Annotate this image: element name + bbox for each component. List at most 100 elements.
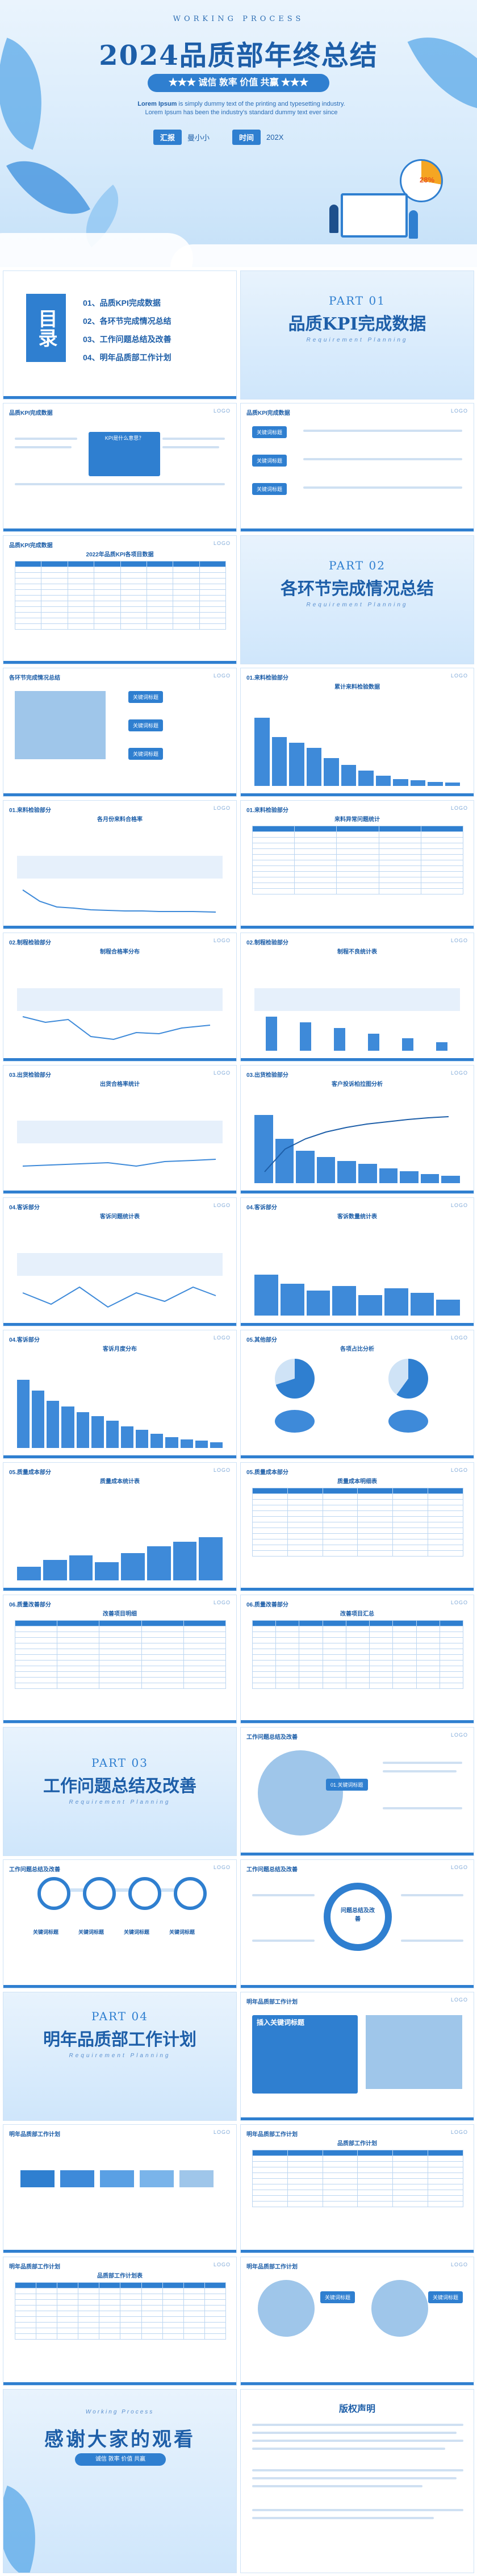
bar-chart bbox=[17, 1380, 223, 1448]
bar bbox=[69, 1555, 93, 1580]
table-band bbox=[17, 1121, 223, 1143]
bar bbox=[136, 1430, 149, 1448]
bar bbox=[306, 747, 321, 786]
logo: LOGO bbox=[450, 1070, 468, 1076]
person-icon bbox=[329, 205, 338, 233]
toc-item[interactable]: 01、品质KPI完成数据 bbox=[83, 298, 161, 307]
slide-stages: 各环节完成情况总结 LOGO 关键词标题 关键词标题 关键词标题 bbox=[3, 668, 237, 797]
slide-plan-schedule: 明年品质部工作计划 LOGO 品质部工作计划表 bbox=[3, 2257, 237, 2386]
bar bbox=[358, 771, 374, 786]
logo: LOGO bbox=[213, 408, 231, 414]
toc-item[interactable]: 03、工作问题总结及改善 bbox=[83, 335, 171, 344]
bar bbox=[254, 718, 270, 786]
logo: LOGO bbox=[213, 2129, 231, 2135]
slide-heading: 01.来料检验部分 bbox=[9, 808, 51, 814]
slide-heading: 06.质量改善部分 bbox=[9, 1602, 51, 1608]
bar bbox=[95, 1562, 119, 1580]
bar bbox=[289, 743, 304, 786]
slide-process-defects: 02.制程检验部分 LOGO 制程不良统计表 bbox=[240, 933, 474, 1062]
table-title: 品质部工作计划表 bbox=[97, 2273, 143, 2279]
step-icon bbox=[83, 1877, 116, 1910]
summary-table bbox=[252, 1620, 464, 1689]
chart-title: 各项占比分析 bbox=[340, 1346, 374, 1352]
bar bbox=[410, 1293, 434, 1316]
pie-chart bbox=[388, 1359, 428, 1399]
logo: LOGO bbox=[450, 673, 468, 679]
toc-item[interactable]: 02、各环节完成情况总结 bbox=[83, 317, 171, 326]
slide-incoming-rate: 01.来料检验部分 LOGO 各月份来料合格率 bbox=[3, 800, 237, 929]
pareto-chart bbox=[254, 1115, 460, 1183]
bar bbox=[384, 1288, 408, 1316]
slide-complaints-count: 04.客诉部分 LOGO 客诉数量统计表 bbox=[240, 1197, 474, 1326]
part-label: PART 03 bbox=[91, 1756, 148, 1770]
slide-problem-cycle: 工作问题总结及改善 LOGO 问题总结及改善 bbox=[240, 1859, 474, 1988]
logo: LOGO bbox=[450, 805, 468, 811]
team-photo bbox=[15, 691, 106, 759]
slide-heading: 各环节完成情况总结 bbox=[9, 675, 60, 681]
plan-card: 插入关键词标题 bbox=[252, 2015, 358, 2094]
slide-shipping-rate: 03.出货检验部分 LOGO 出货合格率统计 bbox=[3, 1065, 237, 1194]
part-heading: PART 03 工作问题总结及改善 Requirement Planning bbox=[3, 1756, 236, 1805]
line-chart bbox=[17, 1121, 223, 1167]
step-label: 关键词标题 bbox=[78, 1929, 104, 1935]
part-title: 各环节完成情况总结 bbox=[281, 579, 434, 599]
logo: LOGO bbox=[213, 938, 231, 943]
logo: LOGO bbox=[213, 805, 231, 811]
slide-heading: 03.出货检验部分 bbox=[246, 1072, 288, 1079]
slide-heading: 明年品质部工作计划 bbox=[9, 2132, 60, 2138]
bar bbox=[436, 1042, 447, 1051]
part-label: PART 01 bbox=[329, 294, 386, 307]
table-title: 品质部工作计划 bbox=[337, 2141, 377, 2147]
keyword-button[interactable]: 关键词标题 bbox=[428, 2291, 463, 2303]
slide-heading: 明年品质部工作计划 bbox=[246, 2264, 298, 2270]
part-title: 工作问题总结及改善 bbox=[43, 1776, 196, 1796]
series-line bbox=[22, 1286, 216, 1308]
logo: LOGO bbox=[450, 2129, 468, 2135]
bar bbox=[306, 1291, 330, 1316]
bar bbox=[316, 1157, 336, 1183]
pie-chart bbox=[275, 1359, 315, 1399]
slide-complaints-monthly: 04.客诉部分 LOGO 客诉月度分布 bbox=[3, 1330, 237, 1459]
slide-cost-chart: 05.质量成本部分 LOGO 质量成本统计表 bbox=[3, 1462, 237, 1591]
slide-heading: 01.来料检验部分 bbox=[246, 675, 288, 681]
slide-heading: 工作问题总结及改善 bbox=[246, 1734, 298, 1741]
combo-chart bbox=[254, 988, 460, 1051]
keyword-button[interactable]: 关键词标题 bbox=[252, 483, 287, 495]
bar bbox=[441, 1175, 460, 1183]
slide-heading: 05.质量成本部分 bbox=[9, 1470, 51, 1476]
slide-improve-summary: 06.质量改善部分 LOGO 改善项目汇总 bbox=[240, 1595, 474, 1724]
leaf-decoration bbox=[407, 13, 477, 135]
logo: LOGO bbox=[450, 2262, 468, 2267]
bar bbox=[334, 1028, 345, 1051]
cover-slogan: ★★★ 诚信 敦率 价值 共赢 ★★★ bbox=[148, 74, 329, 92]
part-label: PART 04 bbox=[91, 2009, 148, 2023]
bar bbox=[358, 1295, 382, 1316]
chart-title: 客诉月度分布 bbox=[103, 1346, 137, 1352]
keyword-button[interactable]: 关键词标题 bbox=[252, 455, 287, 467]
chart-title: 制程合格率分布 bbox=[100, 949, 140, 955]
pie-label: 28% bbox=[420, 176, 435, 184]
part-subtitle: Requirement Planning bbox=[306, 337, 408, 343]
logo: LOGO bbox=[213, 1202, 231, 1208]
slide-incoming-issues: 01.来料检验部分 LOGO 来料异常问题统计 bbox=[240, 800, 474, 929]
slide-heading: 02.制程检验部分 bbox=[9, 940, 51, 946]
logo: LOGO bbox=[450, 1732, 468, 1738]
pie-chart bbox=[275, 1410, 315, 1433]
toc-item[interactable]: 04、明年品质部工作计划 bbox=[83, 353, 171, 362]
pie-chart bbox=[388, 1410, 428, 1433]
cover-description: Lorem Ipsum is simply dummy text of the … bbox=[133, 100, 349, 117]
part-heading: PART 02 各环节完成情况总结 Requirement Planning bbox=[241, 559, 474, 608]
part-heading: PART 04 明年品质部工作计划 Requirement Planning bbox=[3, 2009, 236, 2059]
keyword-button[interactable]: 关键词标题 bbox=[252, 426, 287, 438]
slide-part03: PART 03 工作问题总结及改善 Requirement Planning bbox=[3, 1727, 237, 1856]
bar bbox=[428, 781, 443, 786]
chart-title: 客户投诉柏拉图分析 bbox=[332, 1081, 383, 1088]
slide-incoming-chart: 01.来料检验部分 LOGO 累计来料检验数据 bbox=[240, 668, 474, 797]
slide-heading: 品质KPI完成数据 bbox=[9, 543, 53, 549]
leaf-decoration bbox=[3, 2485, 56, 2573]
keyword-button[interactable]: 关键词标题 bbox=[320, 2291, 355, 2303]
slide-part02: PART 02 各环节完成情况总结 Requirement Planning bbox=[240, 535, 474, 664]
bar bbox=[341, 765, 356, 786]
bar bbox=[324, 758, 339, 786]
